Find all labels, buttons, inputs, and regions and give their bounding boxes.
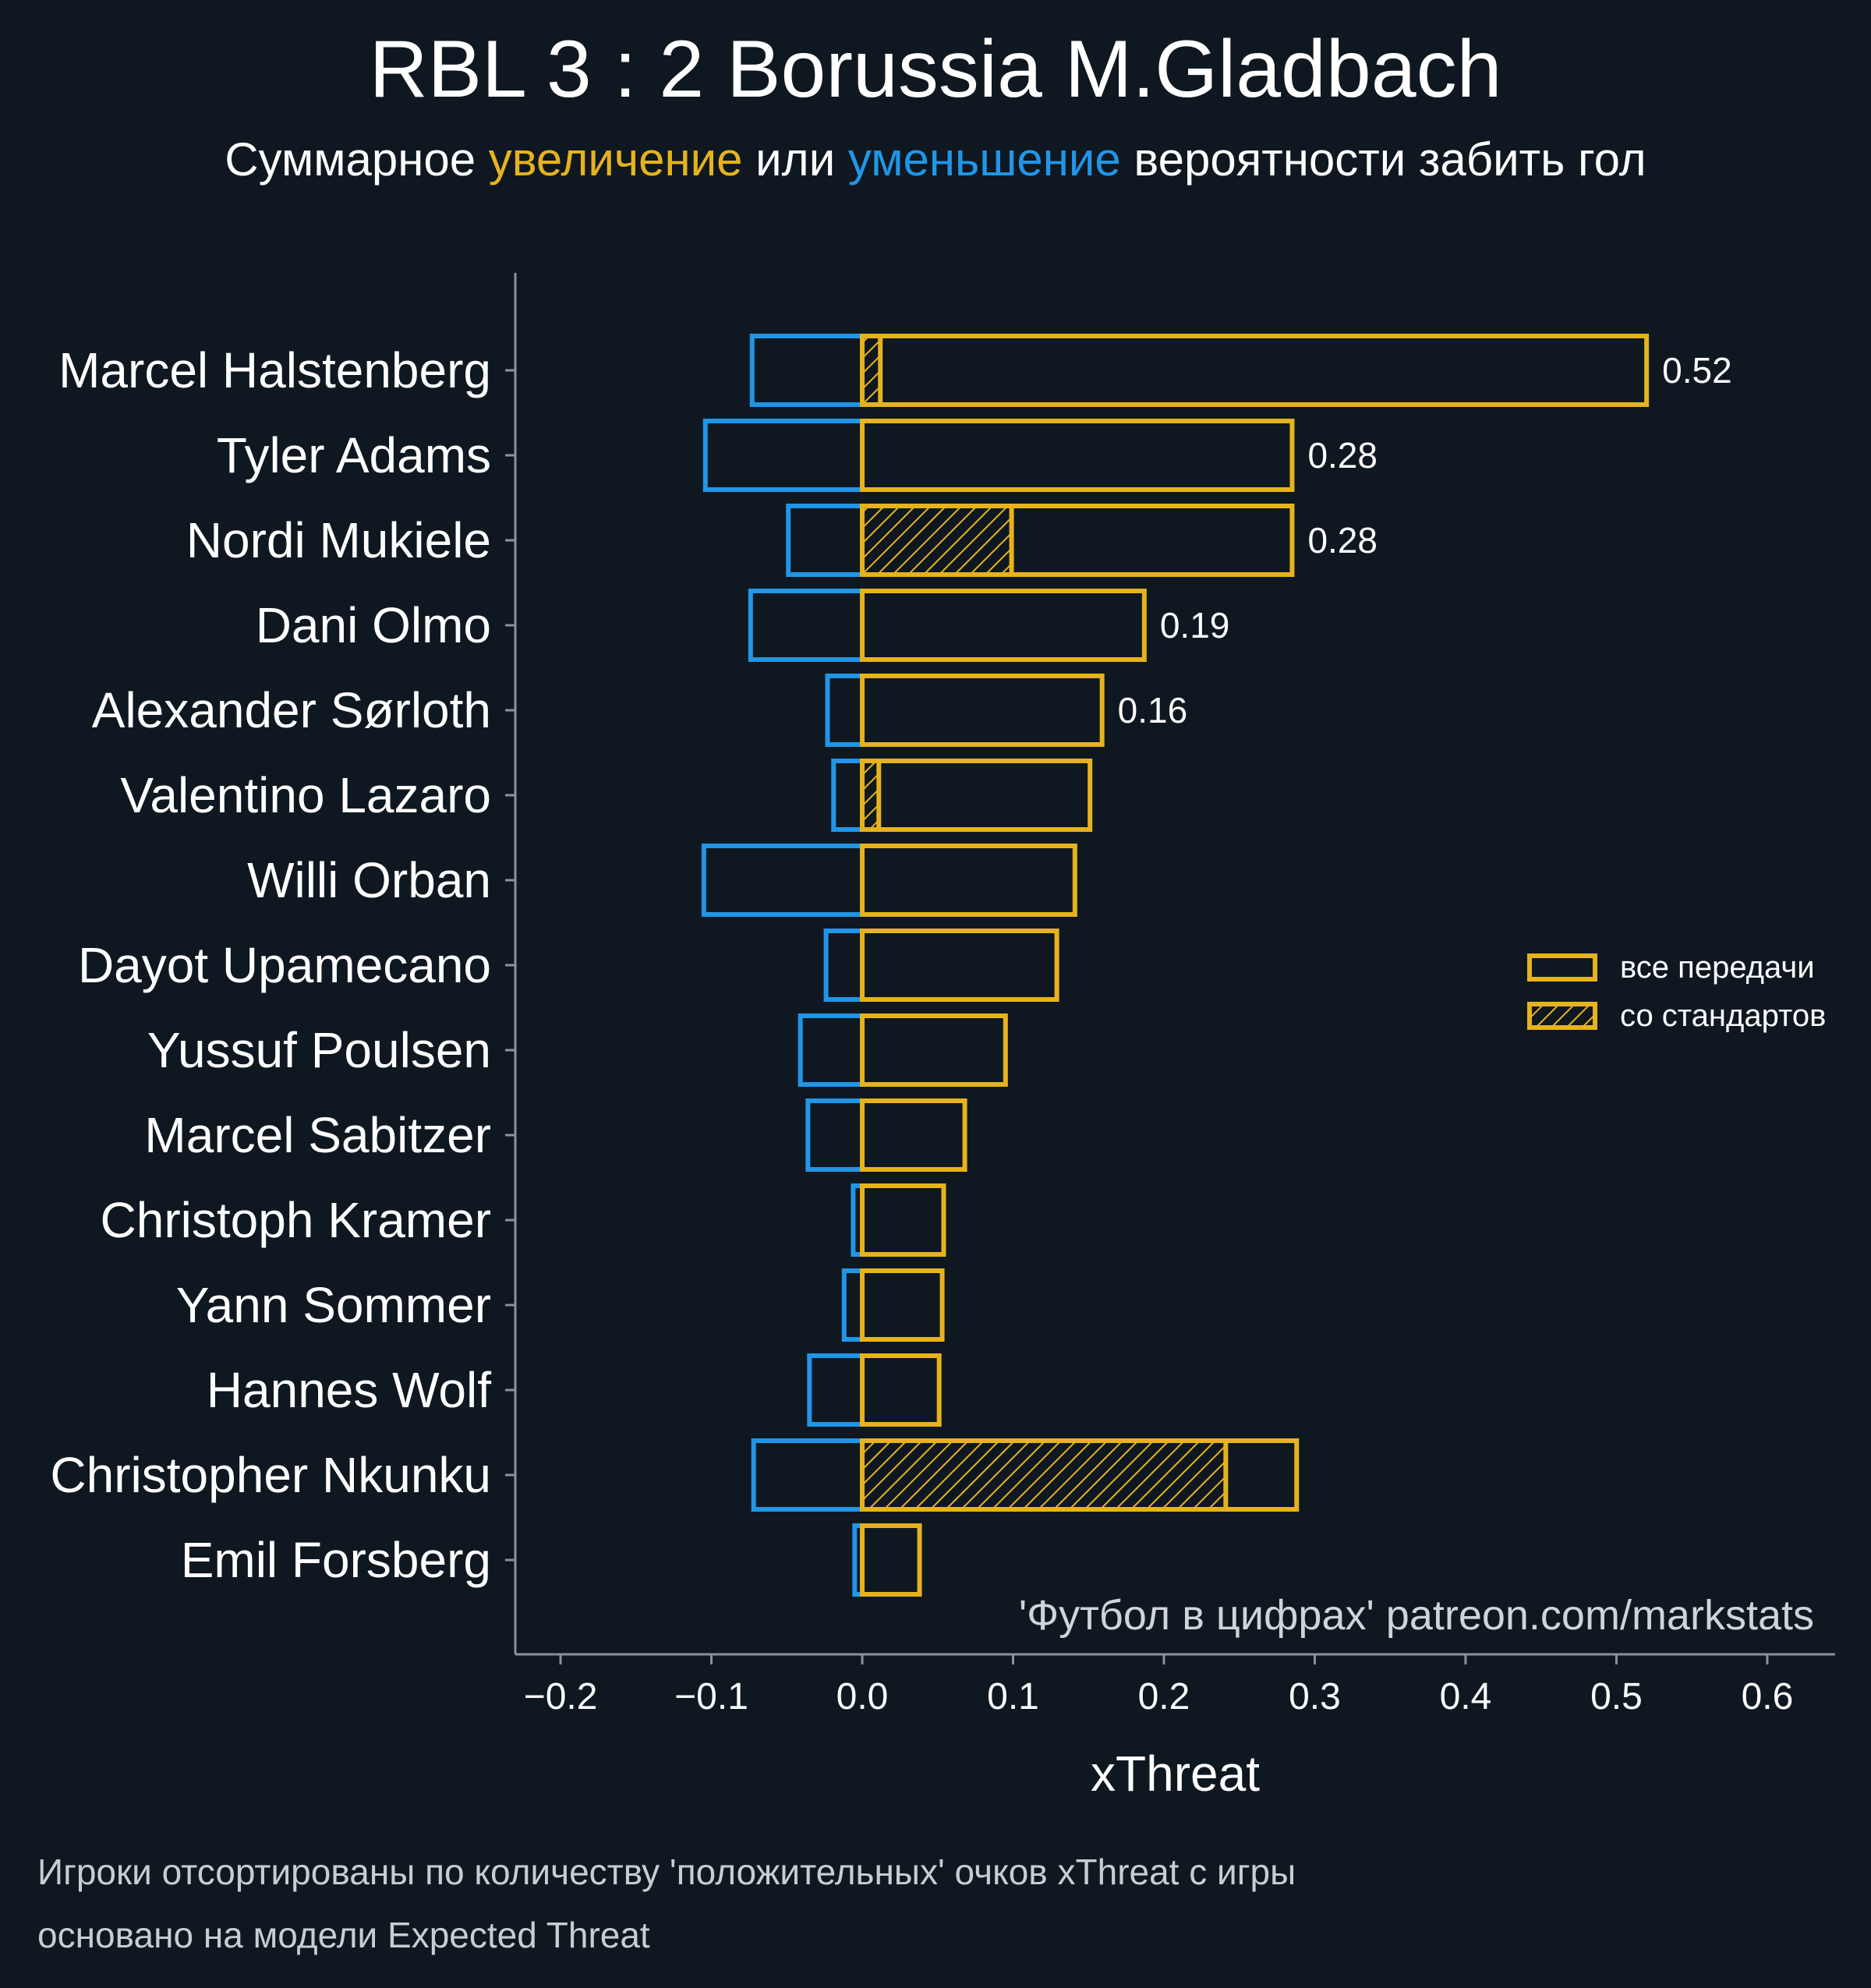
negative-bar (841, 1268, 865, 1342)
set-piece-bar (860, 334, 883, 407)
positive-bar (860, 1353, 942, 1427)
value-label: 0.28 (1307, 435, 1378, 476)
legend-swatch-all-passes (1527, 953, 1597, 982)
negative-bar (823, 929, 865, 1002)
player-name-label: Christopher Nkunku (50, 1447, 491, 1503)
positive-bar (860, 759, 1093, 832)
negative-bar (786, 504, 865, 577)
x-tick-label: −0.2 (524, 1676, 598, 1717)
subtitle-middle: или (742, 133, 848, 186)
negative-bar (831, 759, 865, 832)
positive-bar (860, 334, 1650, 407)
player-name-label: Yussuf Poulsen (147, 1022, 491, 1078)
negative-bar (798, 1013, 865, 1087)
negative-bar (748, 589, 865, 662)
player-name-label: Christoph Kramer (101, 1192, 492, 1248)
negative-bar (807, 1353, 865, 1427)
chart-subtitle: Суммарное увеличение или уменьшение веро… (0, 133, 1871, 186)
positive-bar (860, 674, 1105, 747)
positive-bar (860, 504, 1295, 577)
player-name-label: Dani Olmo (256, 597, 491, 653)
value-label: 0.16 (1118, 690, 1188, 730)
bars-layer (701, 334, 1650, 1597)
player-name-label: Hannes Wolf (207, 1362, 491, 1418)
footnote-sorting: Игроки отсортированы по количеству 'поло… (37, 1852, 1296, 1892)
positive-bar (860, 844, 1077, 917)
negative-bar (701, 844, 865, 917)
negative-bar (702, 419, 865, 492)
negative-bar (749, 334, 865, 407)
player-name-label: Valentino Lazaro (120, 767, 491, 823)
labels-layer: 0.52 Marcel Halstenberg 0.28 Tyler Adams 0.2… (50, 342, 1814, 1802)
x-tick-label: 0.4 (1440, 1676, 1492, 1717)
set-piece-bar (860, 1438, 1229, 1512)
negative-bar (805, 1098, 865, 1172)
value-label: 0.19 (1160, 605, 1230, 646)
negative-bar (751, 1438, 865, 1512)
legend: все передачи со стандартов (1527, 950, 1826, 1033)
value-label: 0.28 (1307, 520, 1378, 561)
positive-bar (860, 419, 1295, 492)
player-name-label: Yann Sommer (176, 1277, 491, 1333)
subtitle-up-word: увеличение (488, 133, 743, 186)
subtitle-prefix: Суммарное (225, 133, 489, 186)
set-piece-bar (860, 759, 882, 832)
positive-bar (860, 1438, 1300, 1512)
set-piece-bar (860, 504, 1014, 577)
legend-swatch-set-pieces (1527, 1002, 1597, 1030)
x-axis-label: xThreat (1091, 1746, 1260, 1802)
subtitle-down-word: уменьшение (847, 133, 1121, 186)
footnote-model: основано на модели Expected Threat (37, 1915, 650, 1955)
x-tick-label: 0.1 (987, 1676, 1039, 1717)
player-name-label: Emil Forsberg (181, 1532, 491, 1588)
player-name-label: Alexander Sørloth (92, 682, 491, 738)
subtitle-suffix: вероятности забить гол (1120, 133, 1646, 186)
watermark-text: 'Футбол в цифрах' patreon.com/markstats (1019, 1592, 1814, 1639)
positive-bar (860, 1268, 945, 1342)
player-name-label: Marcel Sabitzer (144, 1107, 491, 1163)
x-tick-label: −0.1 (674, 1676, 748, 1717)
value-label: 0.52 (1662, 350, 1732, 391)
player-name-label: Dayot Upamecano (78, 937, 491, 993)
legend-label-set-pieces: со стандартов (1620, 999, 1826, 1033)
x-tick-label: 0.6 (1742, 1676, 1794, 1717)
positive-bar (860, 1523, 922, 1597)
legend-label-all-passes: все передачи (1620, 950, 1815, 985)
x-tick-label: 0.0 (836, 1676, 889, 1717)
positive-bar (860, 1098, 967, 1172)
player-name-label: Nordi Mukiele (186, 512, 491, 568)
player-name-label: Marcel Halstenberg (58, 342, 491, 398)
player-name-label: Willi Orban (247, 852, 491, 908)
positive-bar (860, 1013, 1008, 1087)
x-tick-label: 0.3 (1289, 1676, 1341, 1717)
positive-bar (860, 1183, 946, 1257)
x-tick-label: 0.2 (1138, 1676, 1190, 1717)
positive-bar (860, 929, 1059, 1002)
x-tick-label: 0.5 (1590, 1676, 1643, 1717)
negative-bar (825, 674, 865, 747)
positive-bar (860, 589, 1147, 662)
axes-layer (505, 273, 1835, 1664)
player-name-label: Tyler Adams (217, 427, 491, 483)
chart-title: RBL 3 : 2 Borussia M.Gladbach (369, 24, 1502, 115)
